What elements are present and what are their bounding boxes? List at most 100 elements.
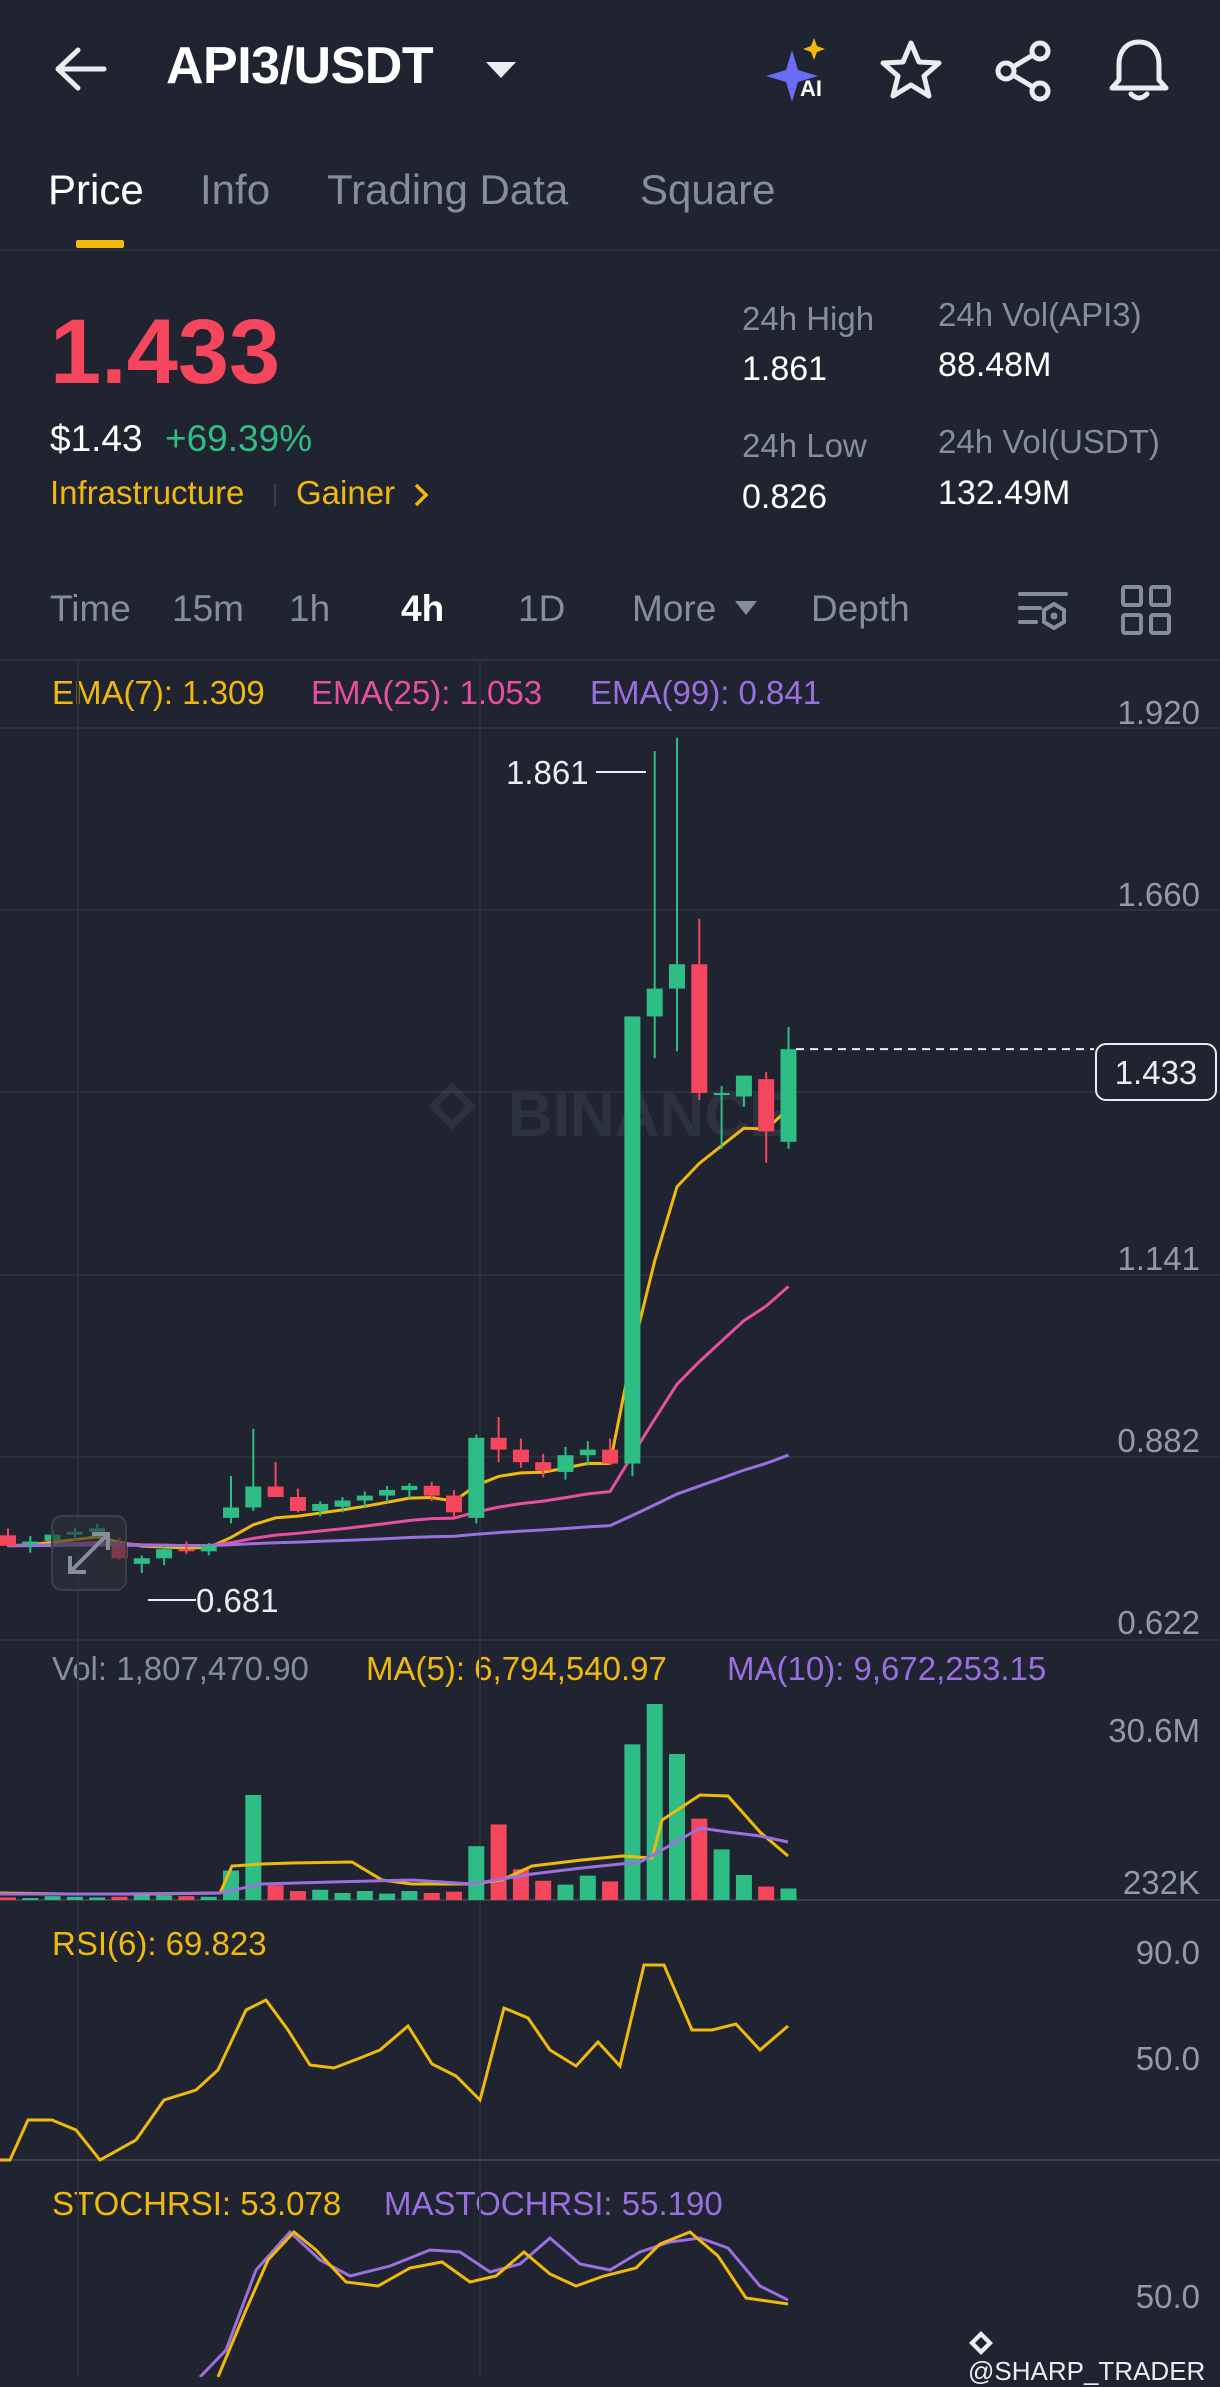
candle-body	[735, 1075, 752, 1097]
volume-bars	[0, 1704, 797, 1901]
tf-1d[interactable]: 1D	[518, 588, 566, 629]
candle-body	[780, 1049, 797, 1142]
layout-grid-button[interactable]	[1118, 582, 1174, 638]
rsi-axis-label: 50.0	[1135, 2040, 1200, 2077]
fullscreen-button[interactable]	[51, 1515, 127, 1591]
candle	[490, 1416, 507, 1463]
candle	[379, 1485, 396, 1503]
indicator-settings-icon	[1018, 592, 1068, 631]
favorite-button[interactable]	[878, 38, 944, 104]
tab-info[interactable]: Info	[200, 166, 271, 213]
back-button[interactable]	[52, 44, 112, 94]
tf-depth[interactable]: Depth	[811, 588, 910, 629]
stat-24h-high-label: 24h High	[742, 300, 875, 337]
price-change: +69.39%	[165, 418, 313, 459]
current-price-value: 1.433	[1115, 1054, 1198, 1091]
more-caret-icon	[735, 601, 757, 615]
candle	[780, 1026, 797, 1149]
volume-bar	[66, 1896, 83, 1900]
pair-selector[interactable]: API3/USDT	[166, 36, 526, 106]
candle	[22, 1535, 39, 1553]
volume-ma-lines	[0, 1793, 789, 1896]
candle	[356, 1491, 373, 1509]
tf-1h[interactable]: 1h	[289, 588, 331, 629]
candle-body	[557, 1455, 574, 1472]
alert-button[interactable]	[1106, 36, 1172, 104]
tab-trading-data[interactable]: Trading Data	[327, 166, 569, 213]
candle-body	[423, 1485, 440, 1496]
ema99-line	[7, 1453, 790, 1548]
candle-body	[602, 1449, 619, 1464]
caret-down-icon	[486, 62, 516, 78]
candle-body	[535, 1462, 552, 1471]
volume-bar	[401, 1891, 418, 1900]
candle-body	[267, 1486, 284, 1497]
share-button[interactable]	[992, 38, 1058, 104]
candle-body	[334, 1500, 351, 1507]
price-axis-label: 0.622	[1117, 1604, 1200, 1641]
volume-bar	[735, 1875, 752, 1900]
candle	[401, 1483, 418, 1499]
volume-bar	[379, 1893, 396, 1900]
candle	[758, 1072, 775, 1163]
candle-body	[691, 964, 708, 1094]
volume-bar	[713, 1849, 730, 1900]
volume-bar	[780, 1888, 797, 1900]
tag-infrastructure[interactable]: Infrastructure	[50, 474, 245, 511]
volume-bar	[89, 1897, 106, 1900]
credit-text: @SHARP_TRADER	[968, 2356, 1206, 2386]
stat-24h-low-label: 24h Low	[742, 427, 867, 464]
volume-bar	[0, 1897, 16, 1900]
candle	[156, 1545, 173, 1566]
candle-body	[401, 1485, 418, 1491]
candle	[446, 1490, 462, 1518]
tab-square[interactable]: Square	[640, 166, 776, 213]
tag-gainer[interactable]: Gainer	[296, 474, 396, 511]
price-axis-label: 1.660	[1117, 876, 1200, 913]
candle	[646, 751, 663, 1059]
ema99-legend: EMA(99): 0.841	[590, 674, 822, 711]
candle-body	[312, 1503, 329, 1511]
volume-bar	[758, 1886, 775, 1900]
ai-button[interactable]: AI	[764, 36, 834, 106]
kline-chart[interactable]: BINANCE 1.861 0.681 1.433	[0, 660, 1220, 2377]
tf-15m[interactable]: 15m	[172, 588, 244, 629]
stat-24h-vol-quote-label: 24h Vol(USDT)	[938, 423, 1160, 460]
candle-body	[133, 1558, 150, 1564]
current-price-tag[interactable]: 1.433	[1095, 1043, 1217, 1101]
candle-body	[669, 964, 685, 989]
volume-bar	[691, 1818, 708, 1900]
stoch-axis-label: 50.0	[1135, 2278, 1200, 2315]
volume-bar	[44, 1896, 61, 1900]
volume-bar	[334, 1892, 351, 1900]
volume-bar	[423, 1892, 440, 1900]
tab-price[interactable]: Price	[48, 166, 144, 213]
candle	[334, 1496, 351, 1513]
volume-bar	[624, 1744, 641, 1900]
volume-bar	[579, 1875, 596, 1900]
ai-sparkle-icon	[766, 38, 825, 102]
candle	[200, 1542, 217, 1556]
stochrsi-legend: STOCHRSI: 53.078	[52, 2185, 342, 2222]
candle-body	[579, 1449, 596, 1456]
tf-time[interactable]: Time	[50, 588, 131, 629]
candle	[289, 1488, 306, 1513]
volume-bar	[245, 1794, 262, 1900]
price-axis-label: 0.882	[1117, 1422, 1200, 1459]
rsi-axis-label: 90.0	[1135, 1934, 1200, 1971]
candle-body	[223, 1507, 239, 1518]
volume-bar	[178, 1896, 195, 1900]
candle	[245, 1428, 262, 1511]
pair-title: API3/USDT	[166, 37, 434, 95]
candle-body	[713, 1093, 730, 1096]
indicator-settings-button[interactable]	[1016, 582, 1072, 638]
tf-more[interactable]: More	[632, 588, 717, 629]
price-axis-label: 1.920	[1117, 694, 1200, 731]
volume-bar	[646, 1704, 663, 1900]
candle	[267, 1462, 284, 1497]
volume-bar	[200, 1896, 217, 1900]
volume-bar	[22, 1898, 39, 1901]
tf-4h[interactable]: 4h	[401, 588, 445, 629]
candle	[178, 1541, 195, 1555]
candle	[579, 1441, 596, 1466]
